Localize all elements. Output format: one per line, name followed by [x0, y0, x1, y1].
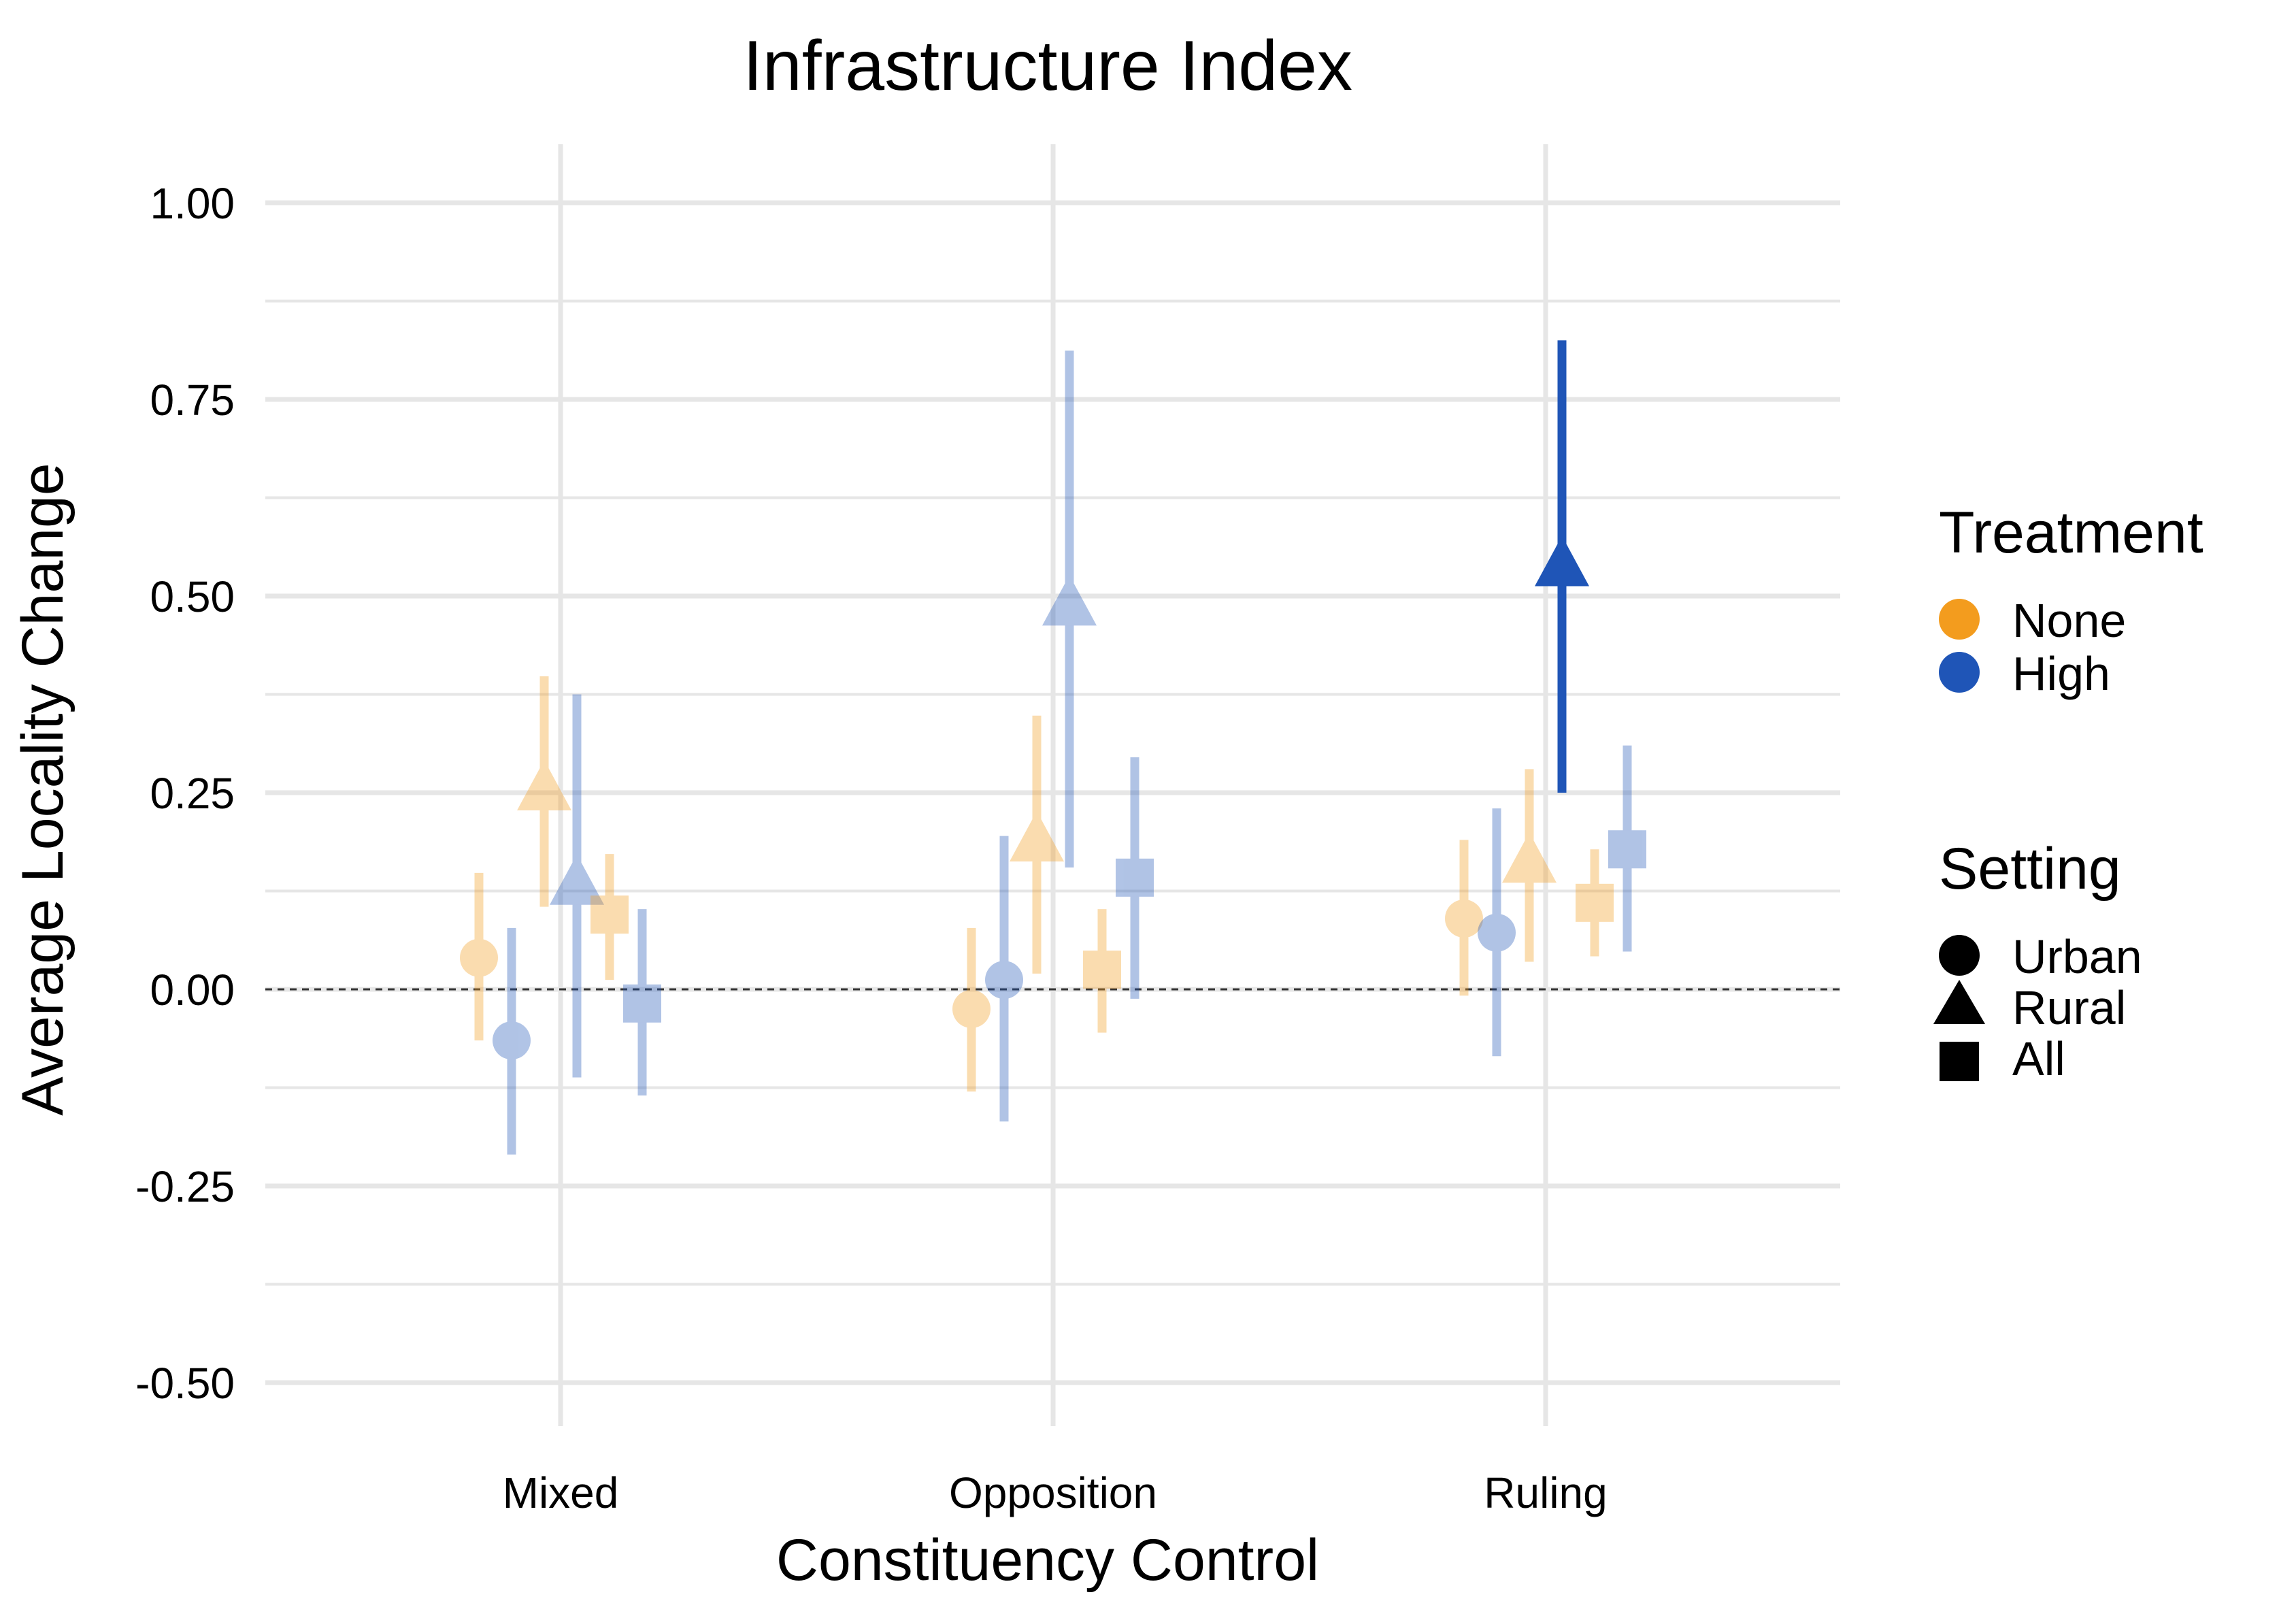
legend-all-swatch	[1940, 1042, 1979, 1081]
point-ruling-none-urban	[1445, 840, 1483, 996]
point-ruling-none-all	[1576, 849, 1614, 957]
point-marker	[517, 760, 571, 810]
point-opposition-none-rural	[1010, 715, 1064, 974]
legend-high-swatch	[1939, 652, 1980, 693]
point-ruling-high-all	[1608, 745, 1646, 952]
point-marker	[1042, 575, 1097, 626]
point-ruling-none-rural	[1502, 769, 1557, 962]
point-marker	[1083, 951, 1121, 989]
legend-urban-label: Urban	[2012, 930, 2142, 983]
point-mixed-none-all	[590, 854, 629, 980]
point-opposition-high-urban	[985, 836, 1023, 1122]
point-mixed-none-rural	[517, 676, 571, 907]
x-tick-label: Ruling	[1484, 1468, 1607, 1517]
x-axis-title: Constituency Control	[776, 1528, 1319, 1593]
point-marker	[1535, 535, 1589, 587]
point-marker	[1502, 832, 1557, 883]
legend-none-label: None	[2012, 594, 2126, 647]
legend-rural-swatch	[1933, 980, 1985, 1024]
marks-layer	[460, 340, 1646, 1155]
point-marker	[1010, 811, 1064, 862]
y-tick-label: 0.25	[150, 769, 235, 818]
x-tick-label: Opposition	[949, 1468, 1157, 1517]
point-mixed-high-rural	[550, 694, 604, 1078]
y-tick-label: 0.00	[150, 966, 235, 1015]
point-marker	[1576, 883, 1614, 922]
point-mixed-none-urban	[460, 872, 498, 1041]
chart-title: Infrastructure Index	[743, 27, 1352, 105]
point-marker	[550, 854, 604, 905]
point-marker	[460, 938, 498, 977]
legend-none-swatch	[1939, 599, 1980, 640]
x-tick-label: Mixed	[503, 1468, 619, 1517]
point-marker	[1116, 858, 1154, 897]
legend-high-label: High	[2012, 647, 2110, 700]
legend-rural-label: Rural	[2012, 981, 2126, 1034]
legend: Treatment None High Setting Urban Rural …	[1933, 500, 2203, 1085]
y-axis-title: Average Locality Change	[10, 463, 76, 1115]
y-tick-label: 0.50	[150, 572, 235, 621]
point-mixed-high-urban	[493, 927, 531, 1155]
point-ruling-high-rural	[1535, 340, 1589, 793]
point-opposition-high-all	[1116, 757, 1154, 999]
point-marker	[493, 1021, 531, 1060]
legend-all-label: All	[2012, 1032, 2065, 1085]
y-tick-label: -0.25	[135, 1162, 235, 1211]
point-marker	[623, 984, 661, 1023]
point-marker	[590, 895, 629, 934]
grid-layer	[265, 144, 1840, 1426]
point-marker	[1445, 899, 1483, 938]
point-opposition-high-rural	[1042, 350, 1097, 868]
x-tick-labels: Mixed Opposition Ruling	[503, 1468, 1608, 1517]
point-opposition-none-all	[1083, 909, 1121, 1033]
point-marker	[952, 989, 991, 1028]
y-tick-label: 0.75	[150, 376, 235, 425]
point-marker	[1608, 830, 1646, 869]
legend-treatment-title: Treatment	[1939, 500, 2203, 565]
point-ruling-high-urban	[1478, 808, 1516, 1057]
point-marker	[985, 961, 1023, 1000]
y-tick-label: 1.00	[150, 179, 235, 228]
y-tick-labels: 1.00 0.75 0.50 0.25 0.00 -0.25 -0.50	[135, 179, 235, 1408]
point-opposition-none-urban	[952, 927, 991, 1092]
legend-urban-swatch	[1939, 935, 1980, 976]
y-tick-label: -0.50	[135, 1359, 235, 1408]
legend-setting-title: Setting	[1939, 836, 2121, 902]
point-marker	[1478, 913, 1516, 952]
point-mixed-high-all	[623, 909, 661, 1096]
